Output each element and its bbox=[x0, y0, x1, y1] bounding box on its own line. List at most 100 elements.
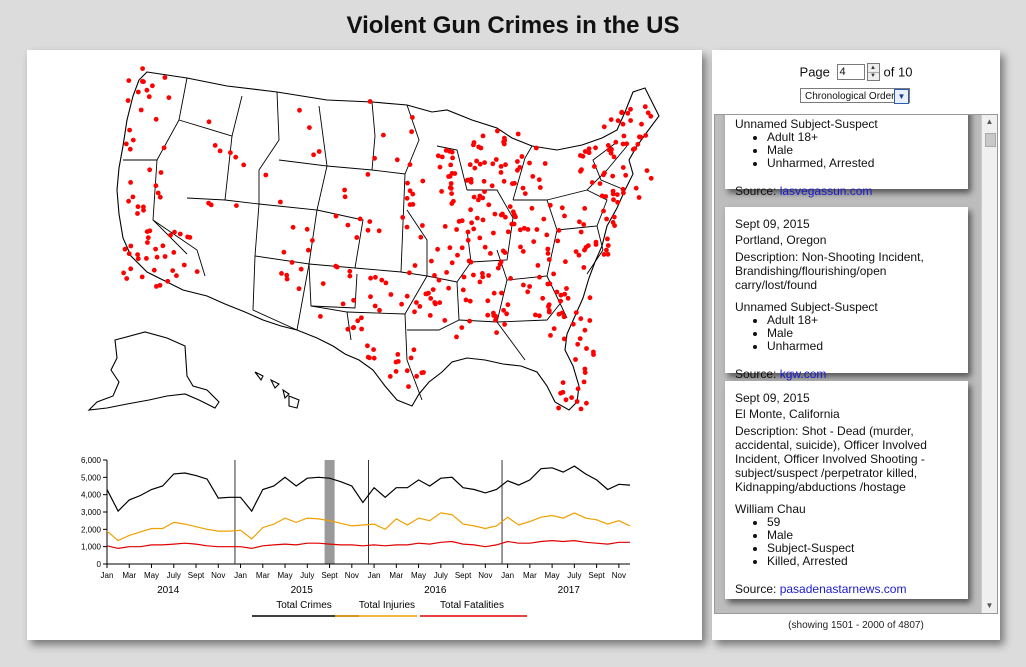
crime-dot[interactable] bbox=[465, 237, 471, 243]
crime-dot[interactable] bbox=[472, 165, 478, 171]
crime-dot[interactable] bbox=[153, 116, 159, 122]
crime-dot[interactable] bbox=[372, 155, 377, 161]
crime-dot[interactable] bbox=[508, 276, 513, 281]
crime-dot[interactable] bbox=[144, 87, 150, 93]
incident-list[interactable]: Unnamed Subject-SuspectAdult 18+MaleUnha… bbox=[714, 114, 998, 614]
scrollbar[interactable]: ▲ ▼ bbox=[981, 115, 997, 613]
crime-dot[interactable] bbox=[482, 189, 487, 195]
crime-dot[interactable] bbox=[185, 234, 191, 240]
crime-dot[interactable] bbox=[145, 240, 150, 245]
crime-dot[interactable] bbox=[304, 226, 310, 232]
crime-dot[interactable] bbox=[155, 190, 161, 196]
crime-dot[interactable] bbox=[409, 129, 414, 135]
crime-dot[interactable] bbox=[531, 239, 537, 245]
crime-dot[interactable] bbox=[513, 214, 518, 220]
crime-dot[interactable] bbox=[429, 258, 434, 264]
crime-dot[interactable] bbox=[537, 313, 542, 319]
crime-dot[interactable] bbox=[377, 307, 382, 313]
crime-dot[interactable] bbox=[584, 400, 589, 406]
crime-dot[interactable] bbox=[165, 278, 171, 284]
crime-dot[interactable] bbox=[477, 193, 483, 199]
crime-dot[interactable] bbox=[586, 150, 592, 156]
crime-dot[interactable] bbox=[546, 308, 552, 313]
crime-dot[interactable] bbox=[355, 318, 361, 324]
crime-dot[interactable] bbox=[628, 118, 633, 123]
crime-dot[interactable] bbox=[407, 270, 412, 276]
crime-dot[interactable] bbox=[298, 266, 304, 272]
crime-dot[interactable] bbox=[587, 318, 593, 323]
crime-dot[interactable] bbox=[414, 300, 419, 305]
crime-dot[interactable] bbox=[610, 220, 616, 225]
crime-dot[interactable] bbox=[502, 135, 507, 141]
crime-dot[interactable] bbox=[418, 234, 424, 240]
crime-dot[interactable] bbox=[138, 107, 144, 113]
crime-dot[interactable] bbox=[359, 326, 364, 332]
crime-dot[interactable] bbox=[474, 215, 480, 221]
crime-dot[interactable] bbox=[407, 162, 413, 167]
crime-dot[interactable] bbox=[128, 266, 134, 272]
crime-dot[interactable] bbox=[217, 148, 223, 154]
crime-dot[interactable] bbox=[573, 357, 578, 362]
crime-dot[interactable] bbox=[525, 289, 531, 295]
crime-dot[interactable] bbox=[234, 203, 239, 209]
crime-dot[interactable] bbox=[503, 162, 508, 168]
crime-dot[interactable] bbox=[561, 336, 567, 342]
crime-dot[interactable] bbox=[233, 154, 239, 160]
crime-dot[interactable] bbox=[420, 178, 426, 184]
crime-dot[interactable] bbox=[404, 224, 410, 230]
chevron-down-icon[interactable]: ▼ bbox=[894, 89, 909, 104]
crime-dot[interactable] bbox=[604, 216, 609, 222]
crime-dot[interactable] bbox=[605, 243, 611, 248]
crime-dot[interactable] bbox=[507, 204, 513, 210]
crime-dot[interactable] bbox=[127, 146, 133, 152]
crime-dot[interactable] bbox=[576, 252, 582, 258]
crime-dot[interactable] bbox=[578, 229, 584, 235]
crime-dot[interactable] bbox=[563, 259, 568, 265]
crime-dot[interactable] bbox=[515, 131, 521, 137]
crime-dot[interactable] bbox=[208, 202, 214, 208]
crime-dot[interactable] bbox=[628, 106, 633, 112]
scroll-thumb[interactable] bbox=[985, 133, 996, 147]
crime-dot[interactable] bbox=[582, 327, 588, 333]
crime-dot[interactable] bbox=[499, 290, 504, 296]
crime-dot[interactable] bbox=[545, 251, 551, 256]
crime-dot[interactable] bbox=[372, 303, 378, 309]
crime-dot[interactable] bbox=[395, 352, 401, 357]
crime-dot[interactable] bbox=[135, 89, 141, 95]
crime-dot[interactable] bbox=[611, 214, 617, 220]
crime-dot[interactable] bbox=[597, 181, 603, 187]
crime-dot[interactable] bbox=[454, 227, 459, 232]
crime-dot[interactable] bbox=[166, 95, 172, 100]
crime-dot[interactable] bbox=[170, 268, 176, 273]
crime-dot[interactable] bbox=[306, 247, 311, 253]
crime-dot[interactable] bbox=[518, 244, 523, 250]
source-link[interactable]: kgw.com bbox=[779, 367, 827, 381]
crime-dot[interactable] bbox=[130, 137, 136, 143]
crime-dot[interactable] bbox=[174, 273, 179, 279]
crime-dot[interactable] bbox=[404, 293, 410, 299]
crime-dot[interactable] bbox=[150, 83, 155, 89]
crime-dot[interactable] bbox=[126, 198, 131, 204]
crime-dot[interactable] bbox=[492, 211, 498, 217]
crime-dot[interactable] bbox=[471, 194, 477, 200]
crime-dot[interactable] bbox=[605, 236, 610, 242]
crime-dot[interactable] bbox=[162, 75, 168, 80]
crime-dot[interactable] bbox=[447, 148, 452, 154]
crime-dot[interactable] bbox=[621, 190, 626, 196]
crime-dot[interactable] bbox=[573, 310, 579, 315]
crime-dot[interactable] bbox=[281, 249, 287, 255]
crime-dot[interactable] bbox=[554, 289, 560, 295]
crime-dot[interactable] bbox=[633, 185, 639, 191]
crime-dot[interactable] bbox=[181, 262, 187, 268]
crime-dot[interactable] bbox=[569, 395, 574, 400]
crime-dot[interactable] bbox=[157, 194, 163, 200]
crime-dot[interactable] bbox=[558, 298, 563, 304]
crime-dot[interactable] bbox=[537, 185, 543, 190]
crime-dot[interactable] bbox=[365, 227, 371, 233]
crime-dot[interactable] bbox=[127, 127, 132, 133]
crime-dot[interactable] bbox=[611, 197, 616, 203]
crime-dot[interactable] bbox=[154, 254, 160, 260]
crime-dot[interactable] bbox=[454, 334, 459, 340]
crime-dot[interactable] bbox=[447, 185, 453, 191]
crime-dot[interactable] bbox=[578, 406, 584, 412]
